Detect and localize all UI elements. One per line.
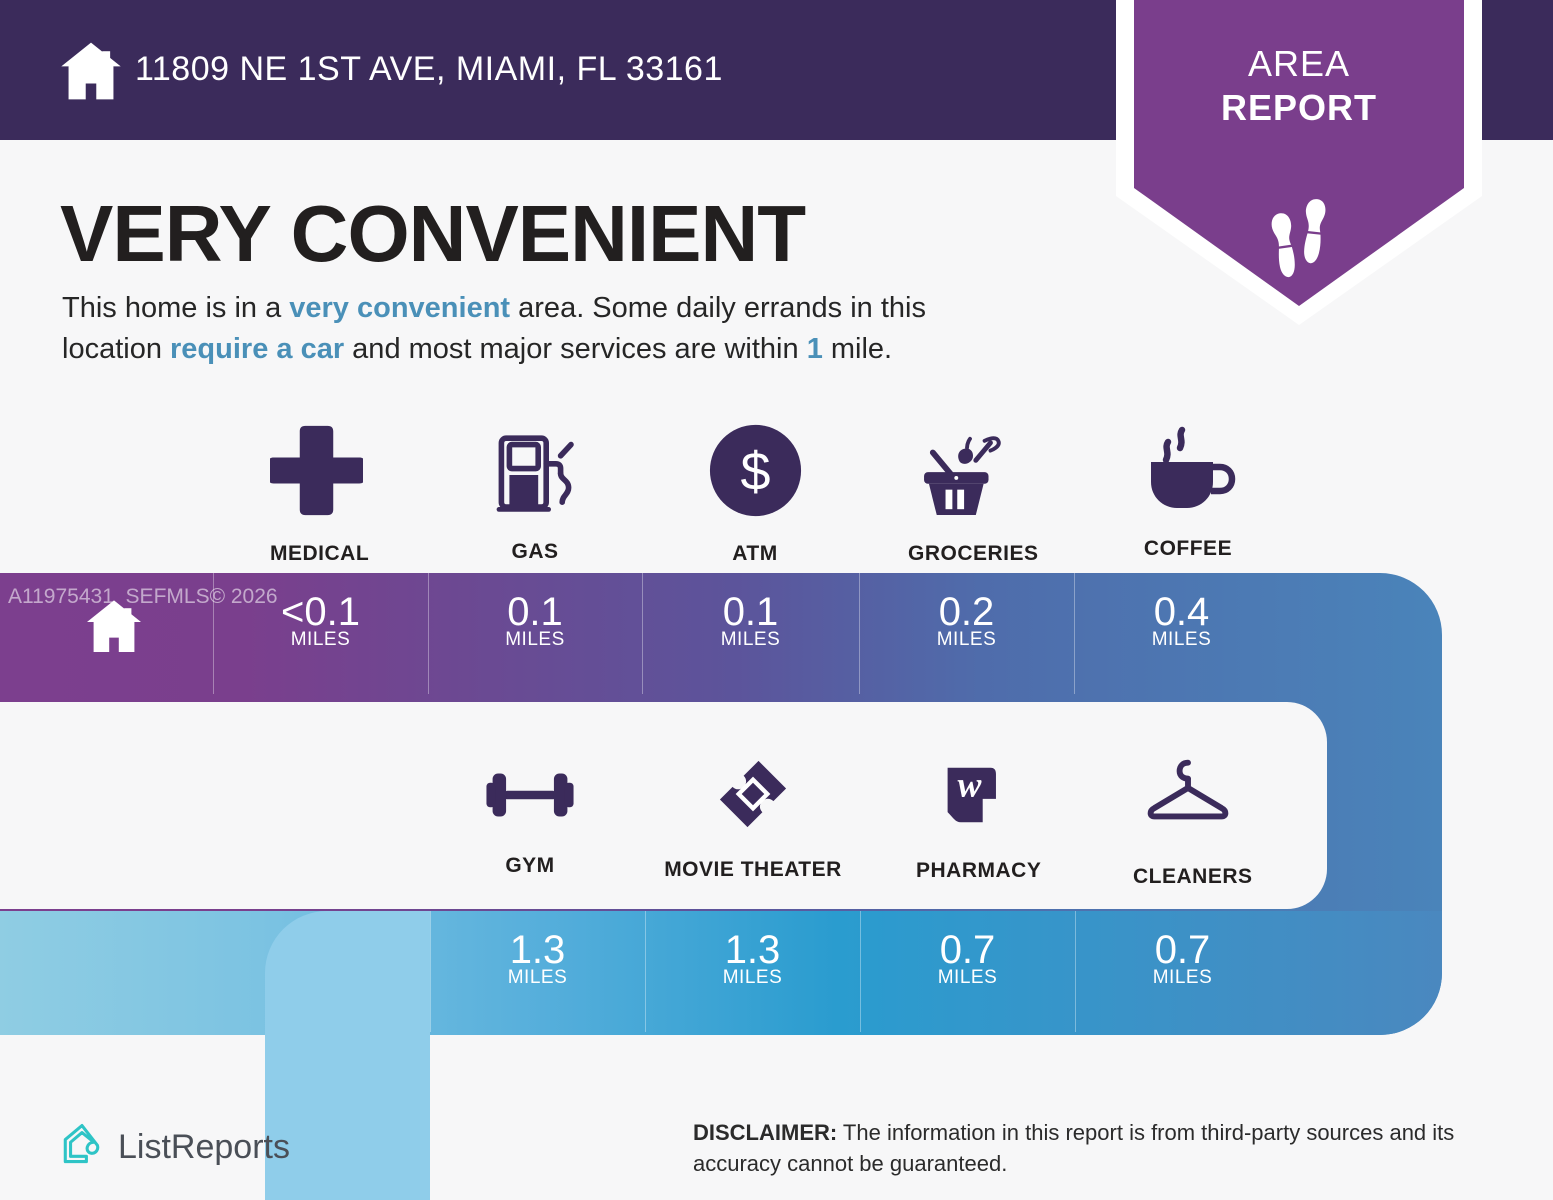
svg-text:w: w (957, 765, 982, 805)
svg-text:$: $ (740, 442, 770, 502)
